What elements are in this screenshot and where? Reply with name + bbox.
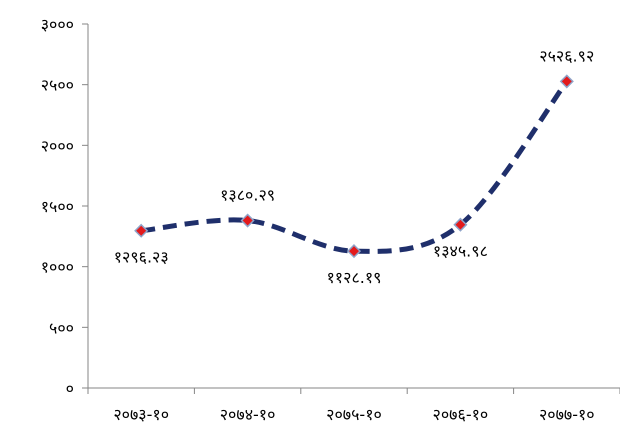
series-line: [140, 79, 569, 254]
data-point-marker: [134, 223, 149, 238]
series-group: [134, 74, 574, 259]
y-tick-label: ०: [66, 379, 74, 398]
data-label: १३८०.२९: [220, 186, 275, 205]
data-label: १२९६.२३: [114, 248, 169, 267]
data-point-marker: [453, 217, 468, 232]
x-tick-label: २०७७-१०: [539, 405, 595, 424]
data-label: १३४५.९८: [433, 242, 488, 261]
x-axis-ticks: २०७३-१० २०७४-१० २०७५-१० २०७६-१० २०७७-१०: [87, 388, 620, 424]
y-tick-label: २०००: [41, 136, 74, 155]
data-point-marker: [346, 244, 362, 259]
data-point-marker: [559, 74, 574, 89]
data-label: २५२६.९२: [539, 46, 594, 65]
x-tick-label: २०७५-१०: [326, 405, 382, 424]
data-point-marker: [240, 213, 255, 228]
y-tick-label: ५००: [49, 318, 74, 337]
y-tick-label: १०००: [41, 258, 74, 277]
x-tick-label: २०७४-१०: [220, 405, 276, 424]
y-tick-label: १५००: [41, 197, 74, 216]
x-tick-label: २०७३-१०: [113, 405, 169, 424]
axes: [87, 24, 620, 389]
data-label: ११२८.१९: [326, 268, 381, 287]
y-tick-label: २५००: [41, 76, 74, 95]
data-labels: १२९६.२३ १३८०.२९ ११२८.१९ १३४५.९८ २५२६.९२: [114, 46, 595, 287]
x-tick-label: २०७६-१०: [433, 405, 489, 424]
y-axis-ticks: ० ५०० १००० १५०० २००० २५०० ३०००: [41, 15, 88, 398]
y-tick-label: ३०००: [41, 15, 74, 34]
